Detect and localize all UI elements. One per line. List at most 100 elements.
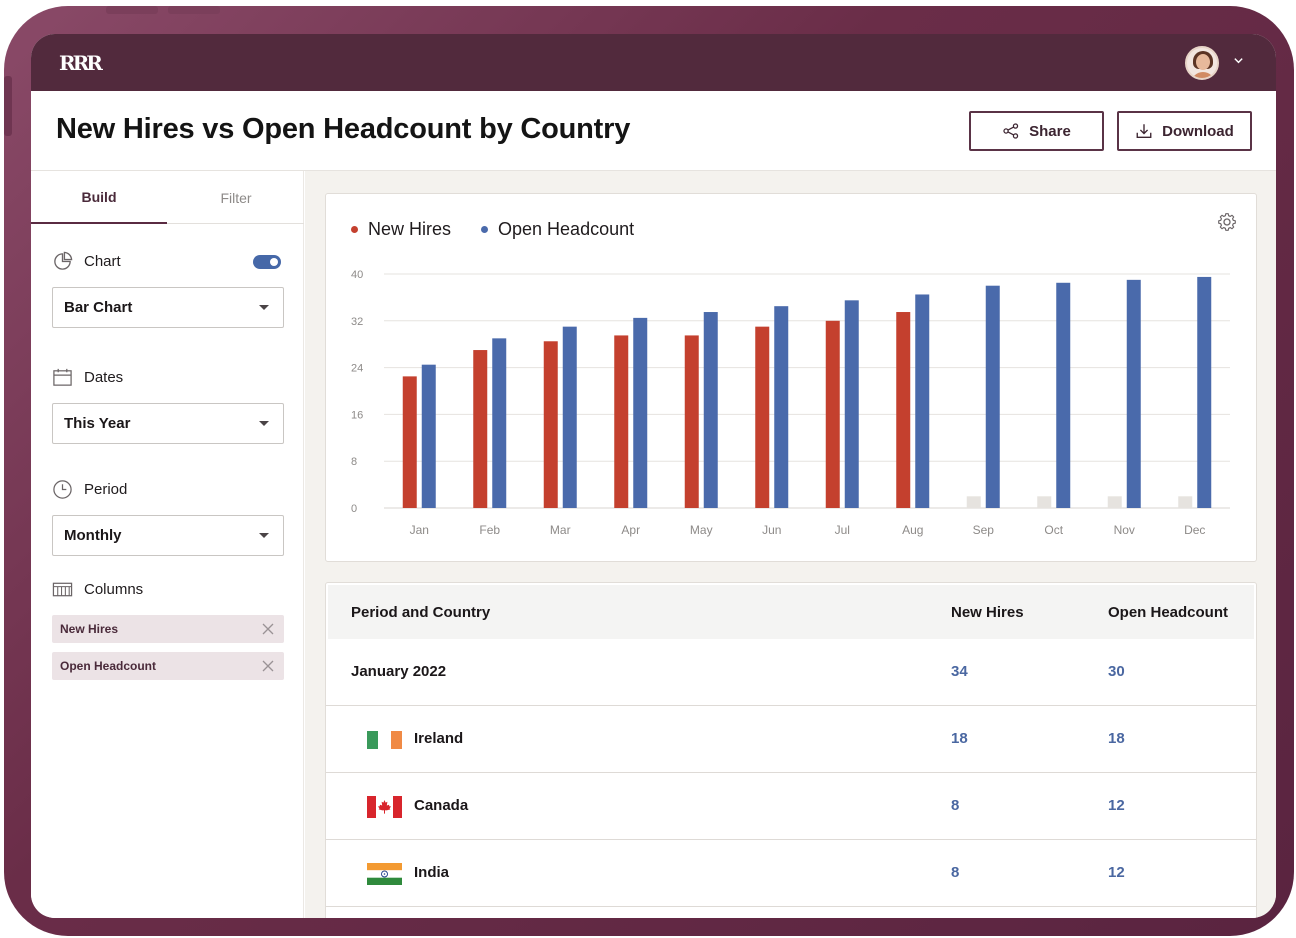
y-tick-label: 8 (351, 456, 357, 468)
x-tick-label: Jun (762, 523, 781, 537)
chart-type-select[interactable]: Bar Chart (52, 287, 284, 328)
chart-legend: New Hires Open Headcount (351, 219, 634, 240)
bar-open-headcount (1197, 276, 1212, 508)
page-title: New Hires vs Open Headcount by Country (56, 113, 631, 145)
x-tick-label: Oct (1044, 523, 1063, 537)
canada-flag-icon (367, 796, 402, 818)
download-button[interactable]: Download (1117, 111, 1252, 151)
x-tick-label: Jul (835, 523, 850, 537)
row-label: Ireland (414, 730, 464, 747)
download-label: Download (1162, 122, 1234, 140)
chevron-down-icon[interactable] (1233, 55, 1244, 66)
header-period-country[interactable]: Period and Country (351, 604, 491, 621)
legend-label: New Hires (368, 219, 452, 239)
calendar-icon (53, 368, 72, 386)
bar-open-headcount (915, 294, 930, 508)
user-avatar[interactable] (1185, 46, 1219, 80)
chart-label: Chart (84, 253, 121, 270)
screen: RRR New Hires vs Open Headcount by Count… (31, 34, 1276, 918)
bar-new-hires (825, 320, 840, 508)
legend-item-open-headcount[interactable]: Open Headcount (481, 219, 634, 240)
header-new-hires[interactable]: New Hires (951, 604, 1024, 621)
bar-new-hires (402, 376, 417, 508)
report-main: New Hires Open Headcount 0 8 16 24 32 40 Jan Fe… (305, 171, 1276, 918)
cell-new-hires: 18 (951, 730, 968, 747)
sidebar-tabs: Build Filter (31, 171, 304, 224)
device-button (168, 6, 220, 14)
dates-value: This Year (64, 415, 131, 432)
bar-new-hires-empty (966, 496, 981, 508)
share-button[interactable]: Share (969, 111, 1104, 151)
bar-new-hires-empty (1178, 496, 1193, 508)
data-table: Period and Country New Hires Open Headco… (325, 582, 1257, 918)
caret-down-icon (259, 421, 269, 426)
legend-dot (351, 226, 358, 233)
dates-select[interactable]: This Year (52, 403, 284, 444)
column-chip-new-hires: New Hires (52, 615, 284, 643)
bar-new-hires (755, 326, 770, 508)
table-row[interactable]: Ireland 18 18 (326, 706, 1256, 773)
period-value: Monthly (64, 527, 122, 544)
app-logo[interactable]: RRR (59, 51, 103, 75)
cell-open-headcount: 18 (1108, 730, 1125, 747)
cell-new-hires: 8 (951, 797, 960, 814)
close-icon[interactable] (262, 623, 274, 635)
bar-chart: 0 8 16 24 32 40 Jan Feb Mar Apr May Jun Jul Aug Sep Oct… (351, 269, 1230, 537)
bar-open-headcount (703, 312, 718, 508)
share-icon (1003, 123, 1019, 139)
dates-section-label: Dates (52, 367, 123, 388)
bar-new-hires (684, 335, 699, 508)
x-tick-label: Aug (902, 523, 923, 537)
chip-label: Open Headcount (60, 659, 157, 673)
legend-label: Open Headcount (498, 219, 635, 239)
caret-down-icon (259, 533, 269, 538)
row-label: January 2022 (351, 663, 447, 680)
y-tick-label: 40 (351, 269, 363, 281)
table-columns-icon (52, 582, 73, 597)
gear-icon[interactable] (1216, 211, 1238, 233)
pie-chart-icon (54, 251, 73, 270)
bar-open-headcount (562, 326, 577, 508)
tab-build[interactable]: Build (31, 171, 167, 224)
device-button (106, 6, 158, 14)
bar-new-hires (896, 312, 911, 508)
builder-sidebar: Build Filter Chart Bar Chart (31, 171, 304, 918)
tablet-frame: RRR New Hires vs Open Headcount by Count… (4, 6, 1294, 936)
bar-new-hires-empty (1107, 496, 1122, 508)
y-tick-label: 0 (351, 503, 357, 515)
table-row[interactable]: January 2022 34 30 (326, 639, 1256, 706)
bar-new-hires-empty (1037, 496, 1052, 508)
bar-new-hires (543, 341, 558, 508)
x-tick-label: Mar (550, 523, 571, 537)
ireland-flag-icon (367, 731, 402, 749)
legend-dot (481, 226, 489, 233)
chip-label: New Hires (60, 622, 119, 636)
x-tick-label: May (690, 523, 713, 537)
x-tick-label: Feb (479, 523, 500, 537)
bar-open-headcount (421, 364, 436, 508)
top-navbar: RRR (31, 34, 1276, 91)
device-side-button (4, 76, 12, 136)
cell-open-headcount: 12 (1108, 864, 1125, 881)
chart-card: New Hires Open Headcount 0 8 16 24 32 40 Jan Fe… (325, 193, 1257, 562)
download-icon (1136, 124, 1152, 138)
chart-toggle[interactable] (253, 255, 281, 269)
bar-open-headcount (844, 300, 859, 508)
x-tick-label: Sep (973, 523, 995, 537)
table-row[interactable]: Canada 8 12 (326, 773, 1256, 840)
dates-label: Dates (84, 369, 124, 386)
close-icon[interactable] (262, 660, 274, 672)
cell-open-headcount: 12 (1108, 797, 1125, 814)
bar-open-headcount (985, 285, 1000, 508)
tab-filter[interactable]: Filter (220, 189, 252, 206)
table-row[interactable]: India 8 12 (326, 840, 1256, 907)
header-open-headcount[interactable]: Open Headcount (1108, 604, 1229, 621)
columns-section-label: Columns (52, 579, 143, 600)
period-section-label: Period (52, 479, 127, 500)
bar-open-headcount (492, 338, 507, 508)
period-select[interactable]: Monthly (52, 515, 284, 556)
y-tick-label: 24 (351, 363, 363, 375)
legend-item-new-hires[interactable]: New Hires (351, 219, 451, 240)
bar-open-headcount (633, 317, 648, 508)
table-header: Period and Country New Hires Open Headco… (328, 585, 1254, 639)
